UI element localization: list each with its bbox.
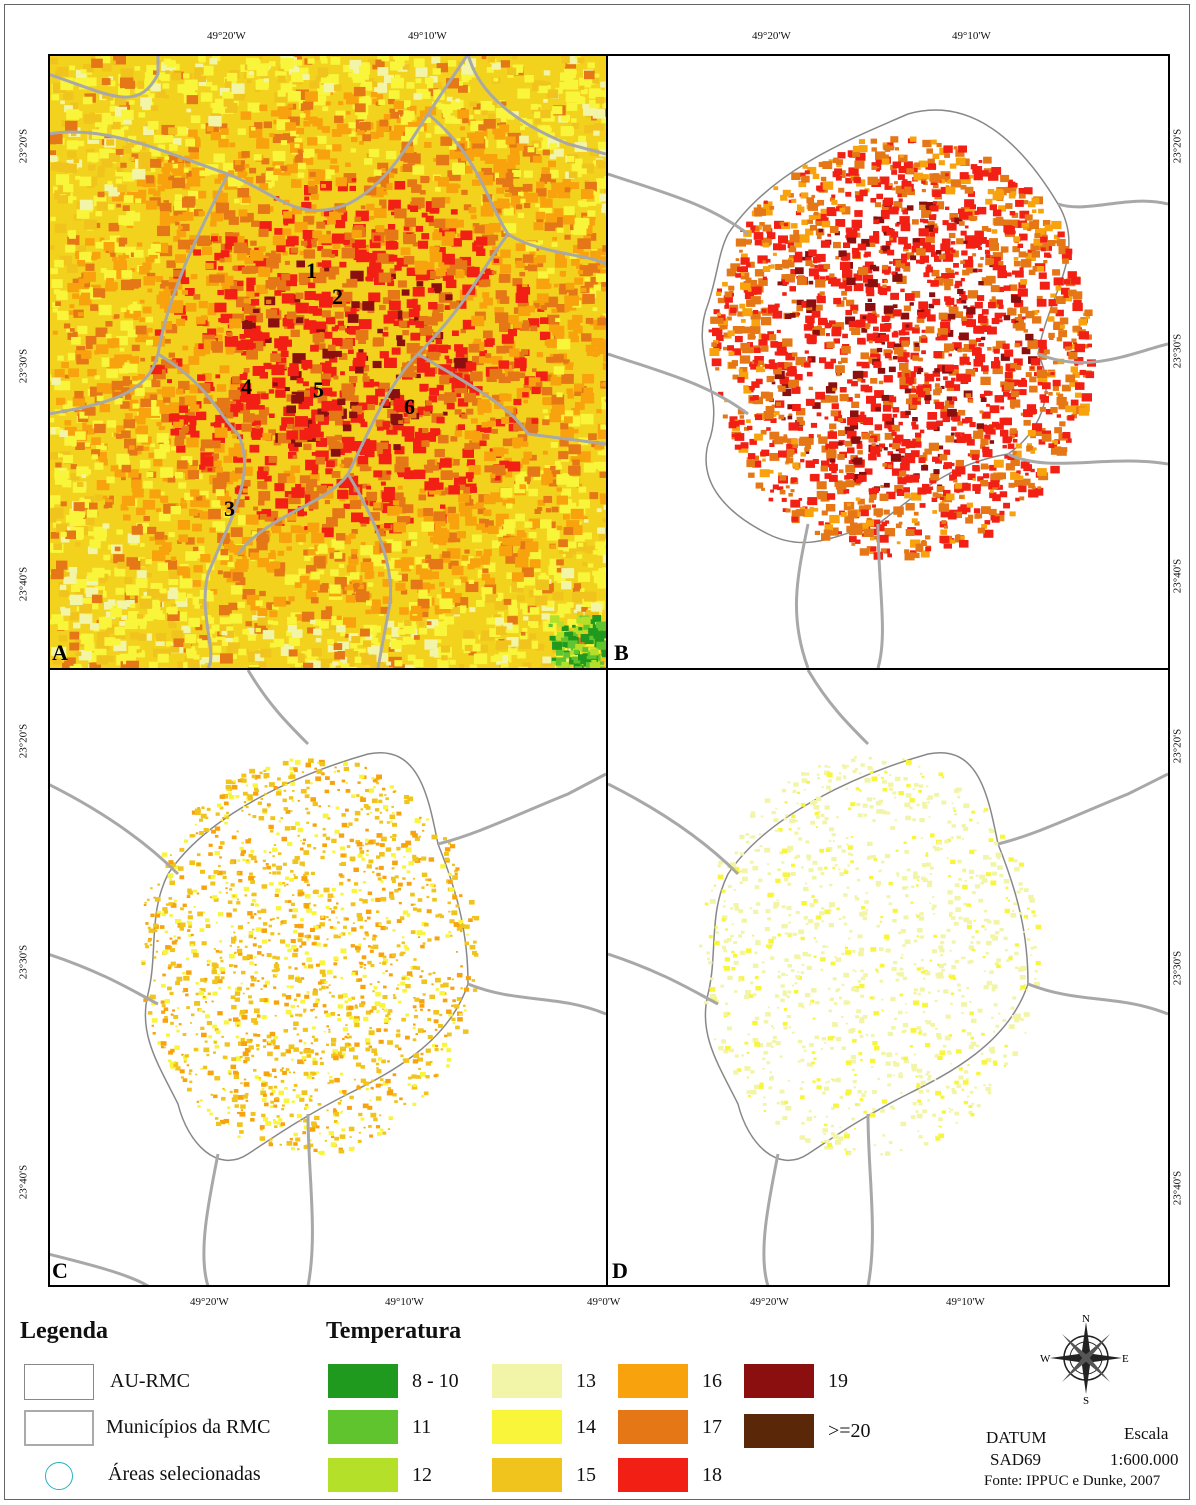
point-label-2: 2 (332, 284, 343, 309)
panel-d-temperature-raster (699, 756, 1042, 1156)
temperature-class-label: 12 (412, 1464, 432, 1486)
temperature-class-label: 19 (828, 1370, 848, 1392)
right-lat-tick: 23°20'S (1171, 728, 1184, 764)
au-rmc-swatch (24, 1364, 94, 1400)
compass-w: W (1040, 1353, 1051, 1365)
right-lat-tick: 23°30'S (1171, 333, 1184, 369)
temperature-swatch (492, 1410, 562, 1444)
bottom-lon-tick: 49°20'W (190, 1296, 229, 1308)
panel-a-temperature-raster (48, 54, 606, 668)
temperature-swatch (618, 1410, 688, 1444)
municipios-label: Municípios da RMC (106, 1416, 271, 1438)
compass-rose-icon: N S E W (1040, 1313, 1129, 1404)
temperature-swatch (328, 1458, 398, 1492)
point-label-4: 4 (241, 374, 252, 399)
panel-b (608, 54, 1168, 668)
maps-border (48, 54, 1170, 1287)
temperature-swatch (328, 1364, 398, 1398)
source-note: Fonte: IPPUC e Dunke, 2007 (984, 1473, 1161, 1489)
au-rmc-outline-d (704, 751, 1029, 1161)
scale-label: Escala (1124, 1424, 1169, 1443)
scale-value: 1:600.000 (1110, 1450, 1179, 1469)
right-lat-tick: 23°40'S (1171, 558, 1184, 594)
datum-label: DATUM (986, 1428, 1047, 1447)
right-lat-tick: 23°30'S (1171, 950, 1184, 986)
datum-value: SAD69 (990, 1450, 1042, 1469)
left-lat-tick: 23°30'S (17, 944, 30, 980)
temperature-swatch (618, 1364, 688, 1398)
temperature-class-label: 16 (702, 1370, 722, 1392)
bottom-lon-tick: 49°10'W (946, 1296, 985, 1308)
temperature-class-label: 14 (576, 1416, 596, 1438)
temperature-class-label: 17 (702, 1416, 722, 1438)
left-lat-tick: 23°20'S (17, 128, 30, 164)
temperature-swatch (618, 1458, 688, 1492)
temperature-class-label: 8 - 10 (412, 1370, 459, 1392)
compass-s: S (1083, 1395, 1089, 1404)
temperature-class-label: 18 (702, 1464, 722, 1486)
municipal-boundaries-b (608, 172, 1168, 668)
point-label-5: 5 (313, 377, 324, 402)
au-rmc-label: AU-RMC (110, 1370, 191, 1392)
temperature-swatch (744, 1364, 814, 1398)
temperature-class-label: 11 (412, 1416, 432, 1438)
compass-e: E (1122, 1353, 1129, 1365)
bottom-lon-tick: 49°0'W (587, 1296, 621, 1308)
panel-letter-b: B (614, 640, 629, 665)
selected-areas-label: Áreas selecionadas (108, 1463, 261, 1485)
left-lat-tick: 23°40'S (17, 566, 30, 602)
temperature-class-label: >=20 (828, 1420, 871, 1442)
legend-title: Legenda (20, 1318, 109, 1344)
figure-frame (4, 4, 1190, 1500)
top-lon-tick: 49°20'W (752, 30, 791, 42)
right-lat-tick: 23°20'S (1171, 128, 1184, 164)
temperature-class-label: 13 (576, 1370, 596, 1392)
municipios-swatch (24, 1410, 94, 1446)
temperature-swatch (328, 1410, 398, 1444)
top-lon-tick: 49°10'W (408, 30, 447, 42)
municipal-boundaries-c (48, 670, 606, 1286)
right-lat-tick: 23°40'S (1171, 1170, 1184, 1206)
municipal-boundaries-a (48, 54, 606, 668)
panel-a (48, 54, 606, 668)
panel-letter-c: C (52, 1258, 68, 1283)
left-lat-tick: 23°40'S (17, 1164, 30, 1200)
left-lat-tick: 23°20'S (17, 723, 30, 759)
bottom-lon-tick: 49°10'W (385, 1296, 424, 1308)
selected-areas-circle-icon (45, 1462, 73, 1490)
point-label-3: 3 (224, 496, 235, 521)
panel-d (608, 670, 1168, 1286)
panel-b-temperature-raster (708, 136, 1096, 561)
top-lon-tick: 49°20'W (207, 30, 246, 42)
temperature-swatch (744, 1414, 814, 1448)
top-lon-tick: 49°10'W (952, 30, 991, 42)
municipal-boundaries-d (608, 670, 1168, 1286)
temperature-title: Temperatura (326, 1318, 462, 1344)
panel-letter-a: A (52, 640, 68, 665)
point-label-6: 6 (404, 394, 415, 419)
panel-c (48, 670, 606, 1286)
compass-n: N (1082, 1313, 1090, 1325)
temperature-class-label: 15 (576, 1464, 596, 1486)
temperature-swatch (492, 1458, 562, 1492)
temperature-swatch (492, 1364, 562, 1398)
panel-letter-d: D (612, 1258, 628, 1283)
map-panels: 1 2 3 4 5 6 A B C D (48, 54, 1170, 1287)
point-label-1: 1 (306, 258, 317, 283)
panel-c-temperature-raster (140, 758, 480, 1155)
bottom-lon-tick: 49°20'W (750, 1296, 789, 1308)
left-lat-tick: 23°30'S (17, 348, 30, 384)
